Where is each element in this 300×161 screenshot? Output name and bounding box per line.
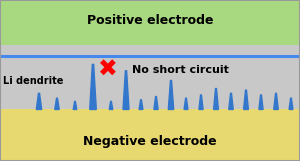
Polygon shape xyxy=(55,98,59,109)
Text: No short circuit: No short circuit xyxy=(132,65,229,75)
Polygon shape xyxy=(184,98,188,109)
Polygon shape xyxy=(289,98,293,109)
Polygon shape xyxy=(154,97,158,109)
Text: Negative electrode: Negative electrode xyxy=(83,135,217,148)
Polygon shape xyxy=(73,101,77,109)
Polygon shape xyxy=(168,80,174,109)
Polygon shape xyxy=(244,90,248,109)
Text: Positive electrode: Positive electrode xyxy=(87,14,213,27)
Polygon shape xyxy=(214,89,218,109)
Polygon shape xyxy=(259,95,263,109)
Polygon shape xyxy=(229,93,233,109)
Bar xyxy=(0,109,300,161)
Bar xyxy=(0,0,300,45)
Polygon shape xyxy=(139,100,143,109)
Polygon shape xyxy=(274,93,278,109)
Polygon shape xyxy=(199,95,203,109)
Polygon shape xyxy=(90,64,96,109)
Text: Li dendrite: Li dendrite xyxy=(3,76,63,85)
Polygon shape xyxy=(123,71,129,109)
Polygon shape xyxy=(109,101,113,109)
Bar xyxy=(0,45,300,109)
Polygon shape xyxy=(36,93,42,109)
Text: ✖: ✖ xyxy=(98,58,118,82)
